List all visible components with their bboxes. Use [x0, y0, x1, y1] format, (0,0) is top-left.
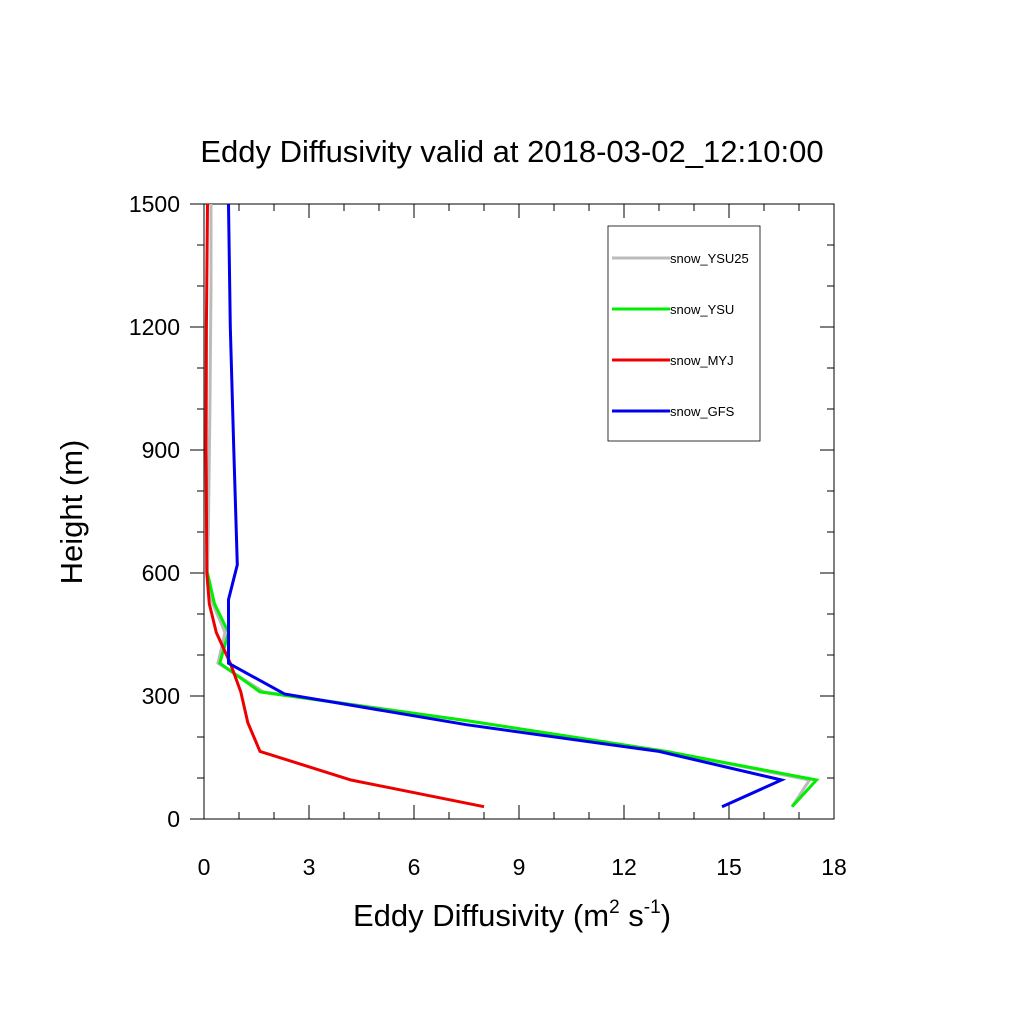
x-tick-label: 0 — [198, 854, 211, 880]
series-line-snow_GFS — [227, 203, 787, 809]
chart-title: Eddy Diffusivity valid at 2018-03-02_12:… — [200, 134, 823, 169]
ticks-layer: 0 3 6 9 12 15 18 0 300 600 900 1200 1500 — [129, 191, 847, 880]
y-tick-label: 1500 — [129, 191, 180, 217]
x-axis-label-main: Eddy Diffusivity (m — [353, 898, 609, 933]
y-axis-label: Height (m) — [54, 440, 89, 585]
legend-label-snow_YSU: snow_YSU — [670, 302, 734, 317]
y-tick-label: 900 — [142, 437, 180, 463]
y-tick-label: 300 — [142, 683, 180, 709]
x-axis-label-sup1: 2 — [609, 897, 620, 918]
series-layer — [204, 203, 820, 809]
legend-box — [607, 225, 761, 442]
x-axis-label: Eddy Diffusivity (m2 s-1) — [353, 897, 671, 933]
x-axis-label-end: ) — [661, 898, 671, 933]
y-tick-label: 600 — [142, 560, 180, 586]
x-axis-label-sup2: -1 — [644, 897, 661, 918]
legend-label-snow_GFS: snow_GFS — [670, 404, 735, 419]
x-tick-label: 6 — [408, 854, 421, 880]
legend-label-snow_YSU25: snow_YSU25 — [670, 251, 749, 266]
series-line-snow_MYJ — [204, 203, 485, 809]
x-tick-label: 15 — [716, 854, 742, 880]
x-tick-label: 18 — [821, 854, 847, 880]
x-tick-label: 9 — [513, 854, 526, 880]
legend-label-snow_MYJ: snow_MYJ — [670, 353, 734, 368]
x-tick-label: 12 — [611, 854, 637, 880]
x-axis-label-mid: s — [620, 898, 644, 933]
legend: snow_YSU25 snow_YSU snow_MYJ snow_GFS — [607, 225, 761, 442]
series-line-snow_YSU — [206, 572, 820, 808]
y-tick-label: 0 — [167, 806, 180, 832]
y-tick-label: 1200 — [129, 314, 180, 340]
x-tick-label: 3 — [303, 854, 316, 880]
